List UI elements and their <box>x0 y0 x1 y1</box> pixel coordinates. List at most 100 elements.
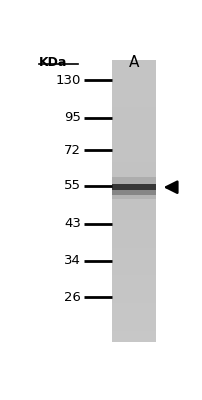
Bar <box>112 336 156 338</box>
Bar <box>112 335 156 336</box>
Bar <box>112 194 156 196</box>
Bar <box>112 124 156 125</box>
Bar <box>112 91 156 93</box>
Bar <box>112 230 156 232</box>
Bar <box>112 168 156 170</box>
Bar <box>112 280 156 282</box>
Bar <box>112 206 156 208</box>
Bar <box>112 236 156 238</box>
Bar <box>112 150 156 152</box>
Bar <box>112 112 156 114</box>
Bar <box>112 324 156 325</box>
Bar <box>112 97 156 98</box>
Bar <box>112 301 156 303</box>
Bar <box>112 144 156 146</box>
Bar <box>112 132 156 134</box>
Bar <box>112 153 156 155</box>
Bar <box>112 115 156 117</box>
Bar <box>112 166 156 168</box>
Bar <box>112 183 156 184</box>
Bar <box>112 82 156 84</box>
Bar <box>112 170 156 172</box>
Bar <box>112 201 156 203</box>
Bar <box>112 314 156 315</box>
Bar <box>112 238 156 239</box>
Bar <box>112 80 156 82</box>
Bar <box>112 173 156 174</box>
Bar <box>112 297 156 298</box>
Bar <box>112 95 156 97</box>
Bar <box>112 243 156 245</box>
Bar <box>112 270 156 272</box>
Bar <box>112 88 156 90</box>
Bar <box>112 291 156 293</box>
Bar <box>112 274 156 276</box>
Bar <box>112 121 156 122</box>
Bar <box>112 212 156 214</box>
Bar <box>112 64 156 66</box>
Bar <box>112 200 156 201</box>
Bar <box>112 245 156 246</box>
Bar <box>112 219 156 221</box>
Bar <box>112 71 156 73</box>
Bar <box>112 266 156 268</box>
Bar <box>112 204 156 206</box>
Bar <box>112 126 156 128</box>
Bar <box>112 63 156 64</box>
Bar <box>112 326 156 328</box>
Bar <box>112 157 156 159</box>
Bar <box>112 186 156 187</box>
Bar <box>112 184 156 190</box>
Bar <box>112 288 156 290</box>
Bar <box>112 281 156 283</box>
Bar <box>112 136 156 138</box>
Bar <box>112 228 156 230</box>
Bar <box>112 235 156 236</box>
Bar <box>112 178 156 180</box>
Bar <box>112 229 156 231</box>
Bar <box>112 264 156 266</box>
Bar <box>112 330 156 332</box>
Bar <box>112 287 156 288</box>
Text: 95: 95 <box>64 112 81 124</box>
Bar <box>112 74 156 76</box>
Bar <box>112 164 156 166</box>
Text: A: A <box>129 55 139 70</box>
Bar <box>112 85 156 87</box>
Bar <box>112 84 156 86</box>
Bar <box>112 114 156 115</box>
Text: 26: 26 <box>64 291 81 304</box>
Bar <box>112 152 156 153</box>
Bar <box>112 92 156 94</box>
Bar <box>112 284 156 286</box>
Bar <box>112 102 156 104</box>
Bar <box>112 338 156 339</box>
Bar <box>112 268 156 270</box>
Bar <box>112 98 156 100</box>
Bar <box>112 215 156 217</box>
Bar <box>112 176 156 177</box>
Bar <box>112 214 156 215</box>
Bar <box>112 167 156 169</box>
Bar <box>112 208 156 210</box>
Bar <box>112 262 156 263</box>
Bar <box>112 60 156 62</box>
Bar <box>112 78 156 80</box>
Bar <box>112 198 156 200</box>
Bar <box>112 195 156 197</box>
Bar <box>112 249 156 250</box>
Bar <box>112 332 156 334</box>
Bar <box>112 62 156 63</box>
Bar <box>112 290 156 292</box>
Bar <box>112 133 156 135</box>
Bar <box>112 202 156 204</box>
Bar <box>112 119 156 121</box>
Bar <box>112 277 156 279</box>
Bar <box>112 177 156 184</box>
Bar <box>112 159 156 160</box>
Bar <box>112 254 156 256</box>
Bar <box>112 191 156 193</box>
Bar <box>112 225 156 226</box>
Bar <box>112 135 156 136</box>
Bar <box>112 304 156 306</box>
